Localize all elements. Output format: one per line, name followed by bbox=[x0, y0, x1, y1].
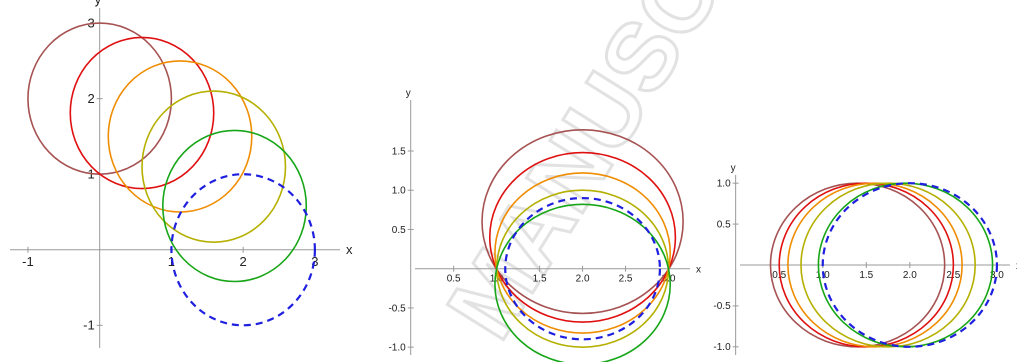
y-tick-label: -1.0 bbox=[713, 342, 731, 353]
plot-middle: xy0.5 1.0 1.5 2.0 2.5 3.0-1.0-0.50.51.01.5 bbox=[388, 88, 701, 362]
y-tick-label: 1.5 bbox=[392, 146, 406, 157]
x-tick-label: 2.0 bbox=[903, 270, 917, 281]
circle-curve-5 bbox=[494, 203, 672, 362]
x-tick-label: 2.5 bbox=[619, 274, 633, 285]
y-tick-label: -1 bbox=[83, 318, 95, 333]
circle-curve-5 bbox=[162, 129, 308, 283]
circle-curve-2 bbox=[488, 151, 677, 323]
x-axis-label: x bbox=[696, 265, 701, 276]
y-tick-label: 2 bbox=[87, 91, 94, 106]
x-tick-label: 2 bbox=[240, 254, 247, 269]
dashed-circle-curve bbox=[821, 182, 999, 348]
x-tick-label: 3.0 bbox=[990, 270, 1004, 281]
circle-curve-3 bbox=[107, 60, 253, 213]
x-tick-label: 3 bbox=[311, 254, 318, 269]
circle-curve-4 bbox=[800, 182, 976, 348]
x-axis-label: x bbox=[346, 242, 353, 257]
circle-curve-3 bbox=[787, 182, 963, 348]
circle-curve-4 bbox=[141, 90, 287, 244]
x-tick-label: 2.5 bbox=[946, 270, 960, 281]
y-axis-label: y bbox=[406, 88, 411, 99]
y-tick-label: -0.5 bbox=[388, 303, 406, 314]
y-axis-label: y bbox=[731, 163, 736, 174]
circle-curve-3 bbox=[494, 172, 672, 334]
y-tick-label: -0.5 bbox=[713, 301, 731, 312]
x-tick-label: 0.5 bbox=[447, 274, 461, 285]
x-tick-label: -1 bbox=[22, 254, 34, 269]
y-axis-label: y bbox=[95, 0, 102, 7]
y-tick-label: 0.5 bbox=[392, 225, 406, 236]
y-tick-label: 1.0 bbox=[392, 186, 406, 197]
x-tick-label: 1.5 bbox=[859, 270, 873, 281]
circle-curve-1 bbox=[481, 129, 684, 315]
x-tick-label: 1.5 bbox=[533, 274, 547, 285]
dashed-circle-curve bbox=[504, 196, 662, 341]
y-tick-label: 0.5 bbox=[717, 219, 731, 230]
x-tick-label: 2.0 bbox=[576, 274, 590, 285]
plot-right: xy0.51.01.52.02.53.0-1.0-0.50.51.0 bbox=[713, 163, 1017, 355]
y-tick-label: 1.0 bbox=[717, 179, 731, 190]
circle-curve-2 bbox=[69, 36, 215, 190]
x-tick-label: 3.0 bbox=[662, 274, 676, 285]
y-tick-label: -1.0 bbox=[388, 342, 406, 353]
dashed-circle-curve bbox=[170, 173, 316, 327]
